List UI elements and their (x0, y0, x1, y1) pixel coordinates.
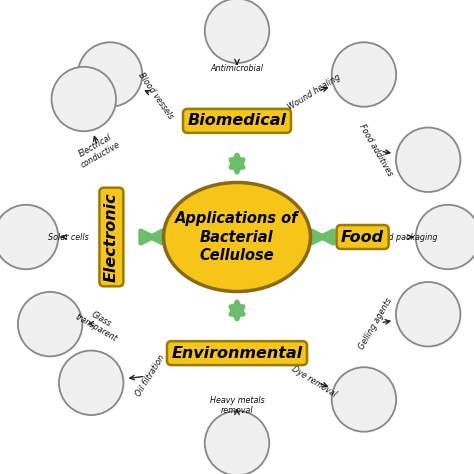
Text: Food: Food (341, 229, 384, 245)
Text: Gelling agents: Gelling agents (357, 296, 394, 351)
Circle shape (332, 367, 396, 432)
Text: Glass
transparent: Glass transparent (73, 303, 123, 344)
Circle shape (396, 128, 460, 192)
Text: Heavy metals
removal: Heavy metals removal (210, 396, 264, 415)
Circle shape (205, 0, 269, 63)
Circle shape (205, 411, 269, 474)
Text: Biomedical: Biomedical (188, 113, 286, 128)
Ellipse shape (164, 182, 310, 292)
Circle shape (396, 282, 460, 346)
Circle shape (78, 42, 142, 107)
Text: Dye removal: Dye removal (290, 364, 338, 399)
Text: Electrical
conductive: Electrical conductive (74, 131, 122, 170)
Circle shape (59, 351, 123, 415)
Circle shape (416, 205, 474, 269)
Circle shape (18, 292, 82, 356)
Text: Food packaging: Food packaging (374, 233, 437, 241)
Circle shape (52, 67, 116, 131)
Text: Oil filtration: Oil filtration (134, 353, 167, 398)
Text: Blood vessels: Blood vessels (136, 71, 174, 120)
Text: Food additives: Food additives (357, 123, 394, 178)
Circle shape (0, 205, 58, 269)
Text: Applications of
Bacterial
Cellulose: Applications of Bacterial Cellulose (175, 211, 299, 263)
Text: Wound healing: Wound healing (286, 73, 342, 112)
Circle shape (332, 42, 396, 107)
Text: Solar cells: Solar cells (48, 233, 89, 241)
Text: Environmental: Environmental (172, 346, 302, 361)
Text: Electronic: Electronic (104, 192, 119, 282)
Text: Antimicrobial: Antimicrobial (210, 64, 264, 73)
